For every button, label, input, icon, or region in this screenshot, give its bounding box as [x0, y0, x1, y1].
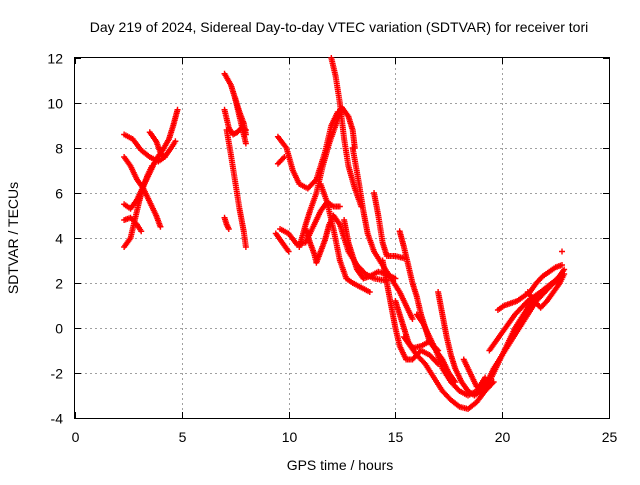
data-series [296, 104, 358, 250]
data-series [486, 275, 563, 354]
data-series [524, 271, 568, 311]
y-axis-label: SDTVAR / TECUs [5, 182, 21, 294]
data-point [242, 140, 249, 147]
y-tick-labels: -4 -2 0 2 4 6 8 10 12 [47, 51, 63, 427]
data-series [121, 163, 155, 250]
data-point [242, 244, 249, 250]
data-series [223, 127, 249, 250]
data-series [494, 262, 566, 313]
axis-ticks [75, 58, 610, 419]
y-tick-label: -2 [51, 366, 64, 382]
y-tick-label: 0 [55, 321, 63, 337]
data-point [366, 289, 373, 295]
data-series [272, 230, 292, 255]
data-point [409, 316, 416, 322]
data-series [379, 257, 442, 367]
y-tick-label: 6 [55, 186, 63, 202]
x-tick-label: 0 [72, 429, 80, 445]
data-series [121, 154, 164, 230]
data-point [285, 248, 292, 255]
data-series [328, 55, 365, 210]
y-tick-label: 12 [47, 51, 63, 67]
data-point [336, 203, 343, 210]
data-point [138, 228, 145, 235]
data-series [349, 145, 416, 322]
data-point [174, 106, 181, 113]
data-series [221, 214, 232, 232]
plot-frame [74, 57, 610, 419]
data-point [225, 226, 232, 232]
data-series [146, 129, 168, 160]
data-point [172, 138, 179, 145]
data-series [341, 217, 399, 282]
y-tick-label: 8 [55, 141, 63, 157]
data-point [157, 223, 164, 230]
data-series [400, 334, 497, 412]
x-tick-label: 5 [179, 429, 187, 445]
data-point [559, 262, 566, 268]
x-tick-label: 15 [388, 429, 404, 445]
y-tick-label: 2 [55, 276, 63, 292]
data-point [161, 154, 168, 160]
data-series [559, 248, 566, 255]
data-point [561, 271, 568, 277]
x-tick-labels: 0 5 10 15 20 25 [72, 429, 618, 445]
chart-title: Day 219 of 2024, Sidereal Day-to-day VTE… [90, 19, 589, 35]
data-point [160, 152, 167, 159]
x-tick-label: 10 [282, 429, 298, 445]
data-point [559, 248, 566, 255]
data-series [232, 95, 249, 147]
y-tick-label: 10 [47, 96, 63, 112]
data-point [281, 154, 288, 160]
data-series [274, 109, 341, 192]
data-series [317, 181, 373, 295]
data-series [371, 190, 407, 262]
x-tick-label: 20 [495, 429, 511, 445]
data-points [121, 55, 568, 412]
x-axis-label: GPS time / hours [287, 457, 394, 473]
x-tick-label: 25 [602, 429, 618, 445]
y-tick-label: 4 [55, 231, 63, 247]
data-series [274, 154, 288, 167]
y-tick-label: -4 [51, 411, 64, 427]
data-point [148, 163, 155, 169]
